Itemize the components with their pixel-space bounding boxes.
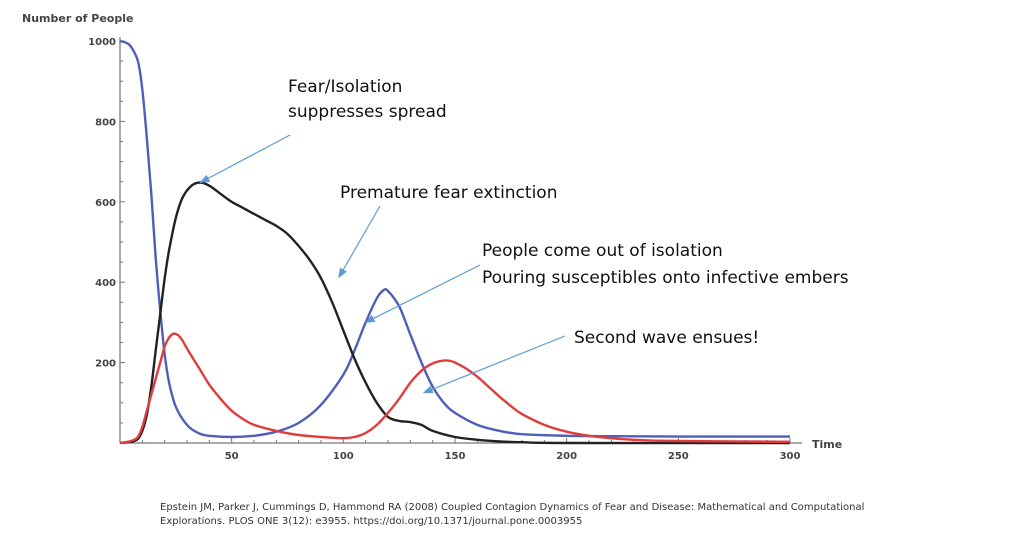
- annotation-premature-fear-arrow: [338, 205, 381, 279]
- annotation-fear-isolation-arrow: [199, 134, 291, 184]
- annotation-fear-isolation-text: suppresses spread: [288, 102, 447, 122]
- annotation-come-out-text: People come out of isolation: [482, 241, 723, 261]
- y-tick-label: 800: [95, 117, 116, 128]
- x-tick-label: 200: [556, 451, 577, 462]
- annotation-come-out-text: Pouring susceptibles onto infective embe…: [482, 268, 849, 288]
- annotations-group: Fear/Isolation suppresses spread Premature…: [199, 77, 849, 394]
- x-tick-label: 150: [445, 451, 466, 462]
- series-line-red: [119, 332, 791, 445]
- y-tick-label: 1000: [88, 37, 116, 48]
- x-tick-label: 100: [333, 451, 354, 462]
- x-tick-label: 50: [225, 451, 239, 462]
- series-line-blue: [119, 39, 790, 439]
- x-tick-label: 300: [780, 451, 801, 462]
- x-tick-label: 250: [668, 451, 689, 462]
- y-tick-label: 200: [95, 359, 116, 370]
- annotation-come-out-arrow: [364, 264, 481, 323]
- annotation-fear-isolation-text: Fear/Isolation: [288, 77, 402, 97]
- citation-line-1: Epstein JM, Parker J, Cummings D, Hammon…: [160, 502, 865, 513]
- citation: Epstein JM, Parker J, Cummings D, Hammon…: [160, 501, 920, 529]
- annotation-second-wave-text: Second wave ensues!: [574, 328, 759, 348]
- annotation-premature-fear-text: Premature fear extinction: [340, 183, 557, 203]
- series-line-black: [119, 181, 791, 445]
- annotation-second-wave-arrow: [422, 335, 566, 394]
- y-tick-label: 400: [95, 278, 116, 289]
- y-axis-title: Number of People: [22, 12, 133, 25]
- citation-line-2: Explorations. PLOS ONE 3(12): e3955. htt…: [160, 516, 583, 527]
- series-group: [119, 39, 791, 445]
- x-axis-title: Time: [812, 438, 842, 451]
- y-tick-label: 600: [95, 198, 116, 209]
